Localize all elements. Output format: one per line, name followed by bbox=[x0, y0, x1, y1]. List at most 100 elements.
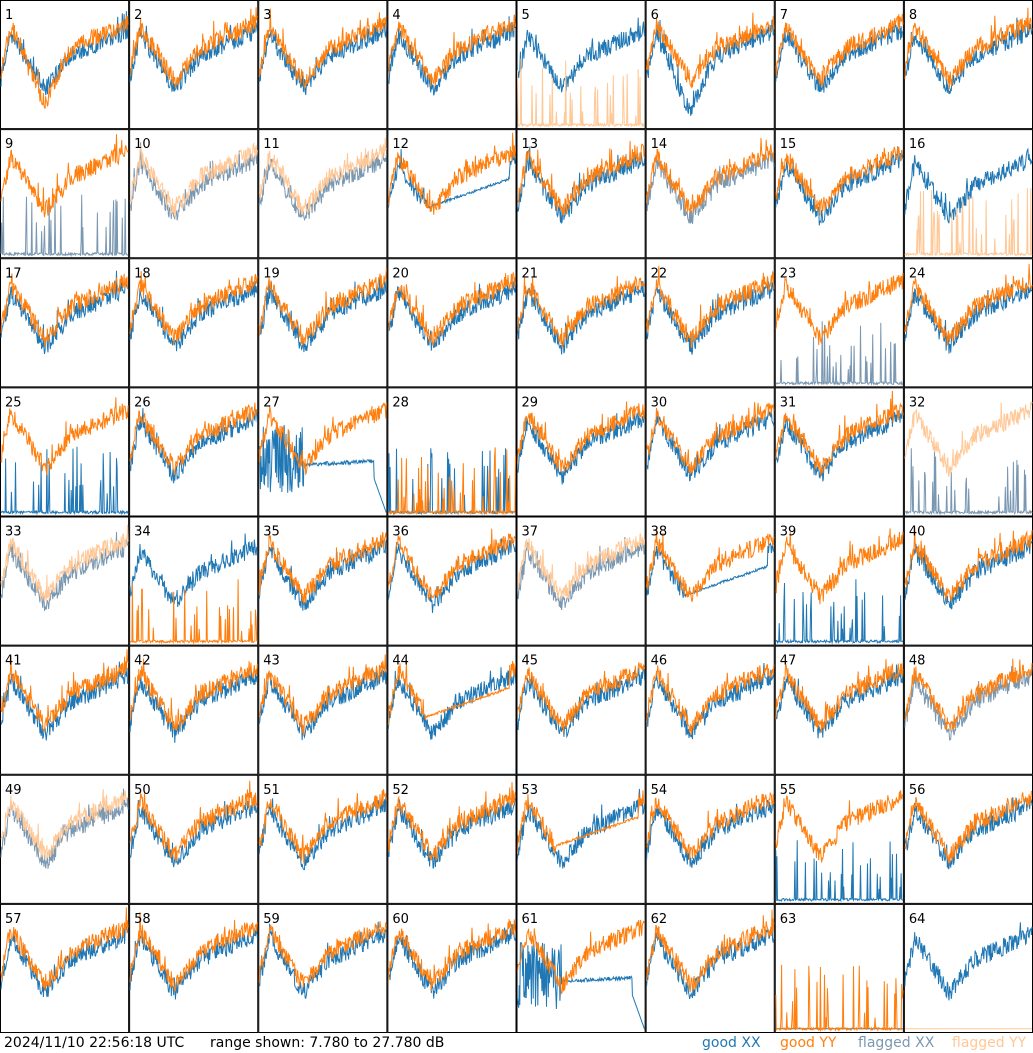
good-yy-line bbox=[775, 390, 904, 477]
good-yy-line bbox=[0, 649, 129, 732]
good-xx-line bbox=[517, 410, 646, 485]
flagged-yy-line bbox=[904, 188, 1033, 258]
panel-63: 63 bbox=[774, 903, 904, 1033]
good-yy-line bbox=[775, 13, 904, 87]
panel-47: 47 bbox=[774, 645, 904, 775]
good-yy-line bbox=[0, 273, 129, 348]
panel-frame bbox=[0, 258, 130, 388]
good-yy-line bbox=[904, 263, 1033, 347]
good-xx-line bbox=[646, 798, 775, 868]
panel-label: 32 bbox=[909, 395, 926, 410]
good-yy-line bbox=[387, 782, 516, 862]
panel-frame bbox=[516, 645, 646, 775]
good-xx-line bbox=[258, 796, 387, 871]
panel-label: 64 bbox=[909, 912, 926, 927]
panel-label: 36 bbox=[392, 525, 409, 540]
panel-56: 56 bbox=[903, 774, 1033, 904]
panel-label: 39 bbox=[780, 525, 797, 540]
panel-7: 7 bbox=[774, 0, 904, 130]
panel-label: 5 bbox=[522, 8, 530, 23]
panel-label: 43 bbox=[263, 654, 280, 669]
good-xx-line bbox=[129, 670, 258, 743]
panel-30: 30 bbox=[645, 387, 775, 517]
good-yy-line bbox=[258, 789, 387, 864]
panel-28: 28 bbox=[387, 387, 517, 517]
panel-15: 15 bbox=[774, 129, 904, 259]
panel-frame bbox=[258, 903, 388, 1033]
panel-label: 56 bbox=[909, 783, 926, 798]
good-yy-line bbox=[517, 401, 646, 473]
panel-64: 64 bbox=[903, 903, 1033, 1033]
panel-33: 33 bbox=[0, 516, 130, 646]
panel-29: 29 bbox=[516, 387, 646, 517]
panel-18: 18 bbox=[129, 258, 259, 388]
good-yy-line bbox=[646, 792, 775, 861]
good-yy-line bbox=[775, 659, 904, 733]
good-yy-line bbox=[646, 265, 775, 348]
panel-24: 24 bbox=[903, 258, 1033, 388]
flagged-xx-line bbox=[904, 446, 1033, 516]
good-yy-line bbox=[646, 528, 775, 602]
panel-label: 9 bbox=[5, 137, 13, 152]
panel-48: 48 bbox=[903, 645, 1033, 775]
panel-55: 55 bbox=[774, 774, 904, 904]
good-xx-line bbox=[387, 538, 516, 613]
good-xx-line bbox=[517, 17, 646, 93]
good-yy-line bbox=[0, 134, 129, 218]
flagged-yy-line bbox=[129, 141, 258, 218]
good-xx-line bbox=[646, 662, 775, 740]
good-yy-line bbox=[129, 579, 258, 645]
panel-27: 27 bbox=[258, 387, 388, 517]
good-yy-line bbox=[775, 964, 904, 1032]
good-yy-line bbox=[129, 402, 258, 476]
panel-frame bbox=[645, 645, 775, 775]
good-yy-line bbox=[517, 140, 646, 216]
panel-label: 44 bbox=[392, 654, 409, 669]
panel-frame bbox=[387, 0, 517, 130]
panel-label: 53 bbox=[522, 783, 539, 798]
panel-59: 59 bbox=[258, 903, 388, 1033]
panel-label: 62 bbox=[651, 912, 668, 927]
panel-label: 34 bbox=[134, 525, 151, 540]
panel-frame bbox=[774, 129, 904, 259]
panel-label: 40 bbox=[909, 525, 926, 540]
good-yy-line bbox=[387, 660, 516, 726]
panel-22: 22 bbox=[645, 258, 775, 388]
panel-40: 40 bbox=[903, 516, 1033, 646]
good-yy-line bbox=[129, 658, 258, 731]
panel-frame bbox=[0, 129, 130, 259]
panel-frame bbox=[387, 516, 517, 646]
flagged-yy-line bbox=[517, 533, 646, 600]
good-yy-line bbox=[904, 526, 1033, 602]
panel-frame bbox=[903, 0, 1033, 130]
panel-label: 23 bbox=[780, 266, 797, 281]
panel-label: 42 bbox=[134, 654, 151, 669]
panel-label: 24 bbox=[909, 266, 926, 281]
panel-62: 62 bbox=[645, 903, 775, 1033]
panel-58: 58 bbox=[129, 903, 259, 1033]
good-xx-line bbox=[387, 667, 516, 740]
panel-57: 57 bbox=[0, 903, 130, 1033]
panel-36: 36 bbox=[387, 516, 517, 646]
good-yy-line bbox=[387, 919, 516, 992]
good-yy-line bbox=[904, 7, 1033, 90]
panel-label: 25 bbox=[5, 395, 22, 410]
panel-49: 49 bbox=[0, 774, 130, 904]
panel-19: 19 bbox=[258, 258, 388, 388]
good-yy-line bbox=[387, 132, 516, 215]
good-xx-line bbox=[517, 941, 646, 1030]
panel-6: 6 bbox=[645, 0, 775, 130]
panel-37: 37 bbox=[516, 516, 646, 646]
panel-2: 2 bbox=[129, 0, 259, 130]
flagged-xx-line bbox=[129, 142, 258, 221]
panel-4: 4 bbox=[387, 0, 517, 130]
panel-9: 9 bbox=[0, 129, 130, 259]
panel-label: 29 bbox=[522, 395, 539, 410]
good-yy-line bbox=[387, 528, 516, 601]
good-xx-line bbox=[0, 446, 129, 516]
legend-good-xx: good XX bbox=[702, 1035, 761, 1051]
good-yy-line bbox=[646, 137, 775, 215]
panel-label: 33 bbox=[5, 525, 22, 540]
panel-14: 14 bbox=[645, 129, 775, 259]
